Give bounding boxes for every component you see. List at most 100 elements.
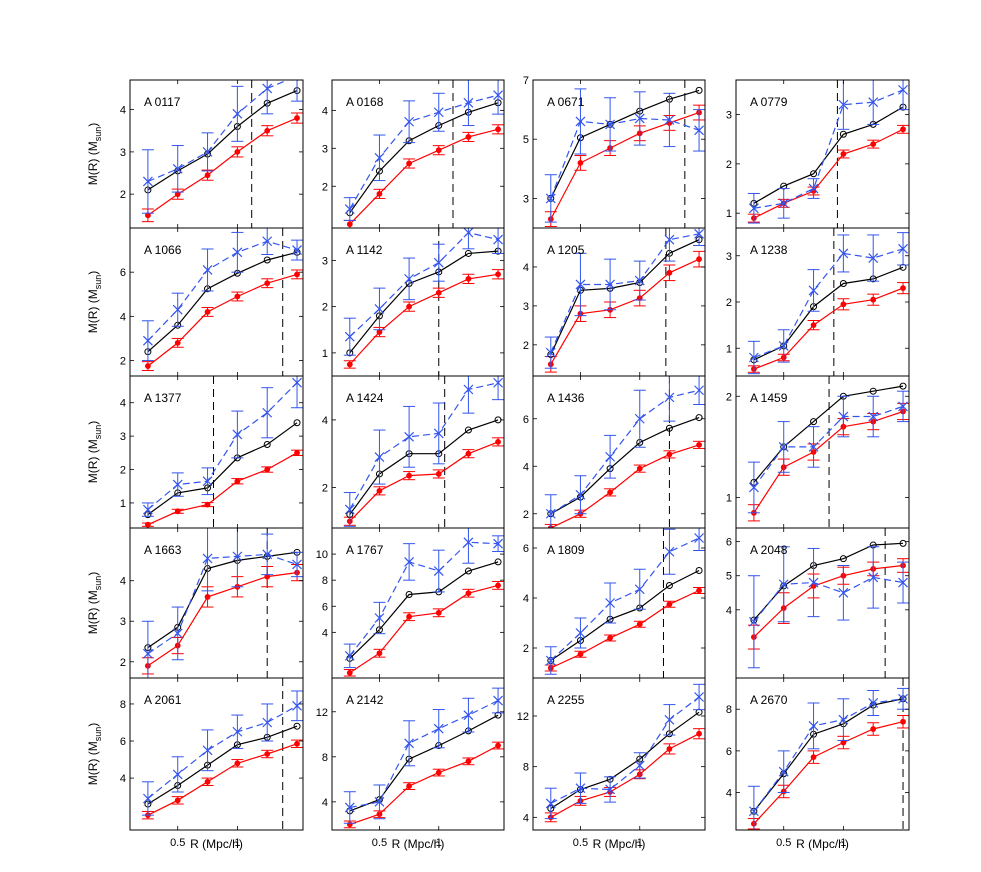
data-point-blue — [292, 245, 302, 256]
data-point-black — [695, 567, 703, 574]
data-point-blue — [172, 304, 183, 315]
data-point-blue — [344, 802, 355, 813]
plot-area — [544, 528, 705, 678]
y-tick-label: 10 — [316, 549, 328, 561]
panel-label: A 1459 — [750, 391, 788, 405]
data-point-blue — [493, 377, 503, 388]
chart-panel: 2 4 6 A 1436 — [523, 375, 706, 529]
series-line-red — [550, 258, 700, 365]
y-tick-label: 4 — [523, 461, 529, 473]
y-tick-label: 6 — [120, 267, 126, 279]
data-point-red — [406, 472, 413, 479]
panel-label: A 2142 — [346, 693, 384, 707]
data-point-red — [204, 309, 211, 315]
series-line-blue — [147, 382, 298, 511]
data-point-red — [900, 126, 906, 133]
data-point-red — [696, 730, 702, 737]
data-point-red — [294, 449, 300, 456]
panel-label: A 0779 — [750, 95, 788, 109]
data-point-red — [666, 451, 673, 458]
data-point-red — [840, 301, 847, 308]
chart-panel: 4 8 12 0.5 1 A 2255 — [517, 677, 706, 849]
panel-label: A 1424 — [346, 391, 384, 405]
series-line-black — [550, 417, 700, 515]
plot-area — [343, 80, 504, 228]
y-tick-label: 4 — [120, 773, 126, 785]
data-point-blue — [545, 347, 556, 358]
data-point-blue — [634, 275, 645, 286]
data-point-red — [465, 134, 472, 140]
data-point-blue — [202, 745, 213, 756]
data-point-red — [234, 148, 241, 155]
data-point-blue — [262, 717, 273, 728]
data-point-red — [666, 601, 673, 608]
panel-label: A 1142 — [346, 243, 383, 257]
data-point-blue — [868, 572, 879, 583]
series-line-black — [550, 239, 700, 355]
data-point-red — [346, 669, 353, 676]
panel-frame — [129, 677, 304, 831]
data-point-red — [900, 285, 906, 292]
data-point-red — [810, 754, 817, 761]
data-point-red — [204, 172, 211, 179]
data-point-red — [204, 594, 211, 600]
data-point-blue — [292, 377, 302, 388]
series-line-red — [753, 410, 904, 514]
y-axis-title-close: ) — [86, 723, 100, 727]
x-tick-label: 1 — [234, 837, 240, 849]
data-point-blue — [575, 279, 586, 290]
series-line-blue — [349, 231, 499, 338]
data-point-black — [839, 555, 847, 563]
data-point-blue — [374, 304, 385, 314]
data-point-blue — [262, 83, 273, 94]
data-point-red — [636, 465, 643, 472]
data-point-black — [263, 256, 271, 264]
data-point-black — [695, 86, 703, 94]
y-tick-label: 4 — [322, 627, 328, 639]
plot-area — [747, 678, 909, 830]
data-point-black — [869, 387, 877, 395]
data-point-red — [495, 271, 501, 278]
data-point-black — [665, 582, 673, 589]
data-point-blue — [748, 806, 759, 817]
data-point-red — [465, 450, 472, 457]
data-point-blue — [172, 479, 183, 490]
series-line-blue — [550, 117, 700, 199]
y-tick-label: 3 — [120, 616, 126, 628]
chart-panel: 4 6 8 10 A 1767 — [316, 527, 505, 679]
data-point-black — [464, 249, 472, 257]
data-point-blue — [634, 413, 645, 424]
data-point-red — [376, 190, 383, 197]
plot-area — [747, 228, 909, 376]
data-point-red — [406, 783, 413, 789]
data-point-blue — [808, 285, 819, 296]
data-point-red — [346, 361, 353, 368]
y-tick-label: 1 — [120, 498, 126, 510]
series-line-blue — [147, 705, 298, 799]
x-axis-title: R (Mpc/h) — [593, 837, 646, 851]
series-line-blue — [147, 553, 298, 655]
y-tick-label: 3 — [726, 110, 732, 122]
series-line-black — [753, 385, 904, 483]
data-point-blue — [838, 714, 849, 725]
data-point-red — [696, 441, 702, 448]
x-axis-title: R (Mpc/h) — [190, 837, 243, 851]
data-point-red — [495, 582, 501, 589]
series-line-red — [753, 721, 904, 825]
data-point-blue — [808, 442, 819, 452]
series-line-black — [550, 711, 700, 810]
data-point-blue — [493, 234, 503, 245]
data-point-blue — [898, 84, 908, 95]
series-line-blue — [753, 405, 904, 488]
y-tick-label: 4 — [120, 576, 126, 588]
data-point-red — [666, 746, 673, 752]
data-point-black — [494, 558, 502, 566]
data-point-red — [577, 651, 584, 658]
data-point-red — [376, 329, 383, 335]
data-point-blue — [344, 504, 355, 515]
panel-label: A 1663 — [144, 543, 182, 557]
data-point-blue — [778, 198, 789, 209]
series-line-red — [753, 287, 904, 370]
data-point-blue — [463, 97, 474, 108]
data-point-blue — [694, 692, 704, 702]
